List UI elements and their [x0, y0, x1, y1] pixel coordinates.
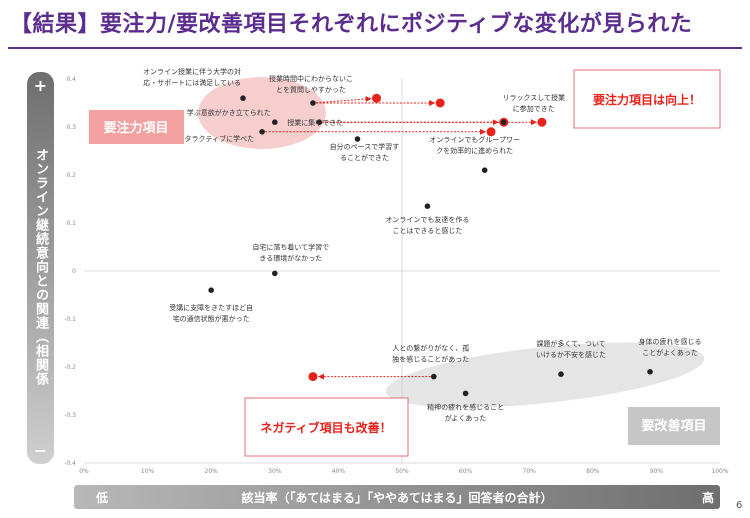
y-axis-title: オンライン継続意向との関連（相関係数）	[6, 148, 48, 386]
point-label: クを効率的に進められた	[436, 146, 513, 155]
point-label: 精神の疲れを感じること	[427, 402, 504, 411]
data-point	[647, 369, 653, 375]
point-label: ることができた	[340, 153, 389, 162]
data-point	[240, 95, 246, 101]
title-divider	[8, 47, 742, 49]
x-tick-label: 30%	[268, 468, 282, 475]
point-label: 身体の疲れを感じる	[639, 337, 702, 346]
x-tick-label: 80%	[586, 468, 600, 475]
x-tick-label: 50%	[395, 468, 409, 475]
y-plus-sign: +	[33, 76, 48, 95]
improve-area-box	[628, 407, 720, 445]
data-point	[208, 287, 214, 294]
change-arrow	[315, 96, 372, 104]
point-label: がよくあった	[445, 413, 487, 422]
point-label: ことがよくあった	[642, 348, 698, 357]
data-point	[431, 373, 437, 380]
y-tick-label: -0.1	[64, 316, 76, 323]
y-tick-label: 0.2	[66, 172, 76, 179]
page-title: 【結果】要注力/要改善項目それぞれにポジティブな変化が見られた	[10, 12, 693, 37]
focus-callout-box	[573, 69, 721, 129]
x-tick-label: 100%	[711, 468, 728, 475]
focus-area-box	[89, 110, 184, 144]
data-point	[558, 371, 564, 378]
y-tick-label: 0.1	[66, 220, 76, 227]
y-minus-sign: −	[33, 441, 48, 460]
data-point	[481, 167, 488, 173]
point-label: 課題が多くて、ついて	[536, 339, 605, 348]
point-label: オンラインでも友達を作る	[385, 215, 469, 224]
data-point	[316, 119, 323, 125]
x-axis-title: 該当率（「あてはまる」「ややあてはまる」回答者の合計）	[241, 491, 553, 505]
point-label: 自分のペースで学習す	[330, 142, 400, 151]
x-axis-banner: 低 該当率（「あてはまる」「ややあてはまる」回答者の合計） 高	[74, 485, 720, 509]
point-label: きる環境がなかった	[259, 253, 322, 262]
data-point	[354, 136, 361, 142]
highlight-point	[536, 117, 548, 128]
highlight-point	[485, 126, 497, 137]
highlight-point	[371, 93, 382, 104]
y-tick-label: -0.2	[64, 364, 76, 371]
data-point	[272, 119, 278, 125]
improve-area-label: 要改善項目	[641, 418, 706, 434]
focus-callout: 要注力項目は向上！	[593, 92, 701, 107]
point-label: オンライン授業に伴う大学の対	[143, 67, 241, 76]
point-label: インタラクティブに学べた	[170, 134, 254, 143]
x-tick-label: 10%	[141, 468, 155, 475]
point-label: 自宅に落ち着いて学習で	[252, 242, 329, 251]
data-point	[259, 129, 265, 135]
x-tick-label: 70%	[523, 468, 537, 475]
page-number: 6	[736, 500, 743, 511]
y-tick-label: -0.3	[64, 412, 76, 419]
data-point	[310, 100, 316, 106]
x-low-label: 低	[96, 491, 109, 505]
x-high-label: 高	[701, 491, 714, 505]
data-point	[424, 203, 431, 209]
point-label: に参加できた	[513, 104, 555, 113]
point-label: 人との繋がりがなく、孤	[392, 344, 469, 353]
y-tick-label: 0	[72, 268, 76, 275]
point-label: 宅の通信状態が悪かった	[173, 314, 250, 323]
highlight-point	[307, 371, 319, 382]
data-point	[272, 270, 278, 277]
data-point	[500, 119, 507, 125]
point-label: 授業に集中できた	[287, 118, 343, 127]
highlight-point	[435, 97, 446, 109]
x-tick-label: 60%	[459, 468, 473, 475]
point-label: 独を感じることがあった	[392, 355, 469, 364]
x-tick-label: 0%	[79, 468, 89, 475]
data-point	[462, 390, 469, 397]
point-label: オンラインでもグループワー	[429, 135, 520, 144]
focus-area-label: 要注力項目	[103, 120, 168, 136]
point-label: ことはできると感じた	[393, 226, 463, 235]
point-label: 授業時間中にわからないこ	[269, 74, 353, 83]
y-axis-banner: + オンライン継続意向との関連（相関係数） −	[6, 72, 54, 464]
x-tick-label: 40%	[332, 468, 346, 475]
focus-ellipse	[198, 77, 326, 149]
negative-callout: ネガティブ項目も改善！	[260, 420, 391, 435]
y-tick-label: 0.4	[66, 76, 76, 83]
point-label: 学ぶ意欲がかき立てられた	[187, 108, 271, 117]
point-label: とを質問しやすかった	[276, 85, 346, 94]
y-tick-label: -0.4	[64, 460, 76, 467]
negative-callout-box	[244, 397, 409, 457]
x-tick-label: 20%	[205, 468, 219, 475]
point-label: リラックスして授業	[502, 93, 565, 102]
point-label: 応・サポートには満足している	[143, 78, 241, 87]
point-label: いけるか不安を感じた	[536, 350, 606, 359]
y-tick-label: 0.3	[66, 124, 76, 131]
point-label: 受講に支障をきたすほど自	[169, 303, 253, 312]
x-tick-label: 90%	[650, 468, 664, 475]
